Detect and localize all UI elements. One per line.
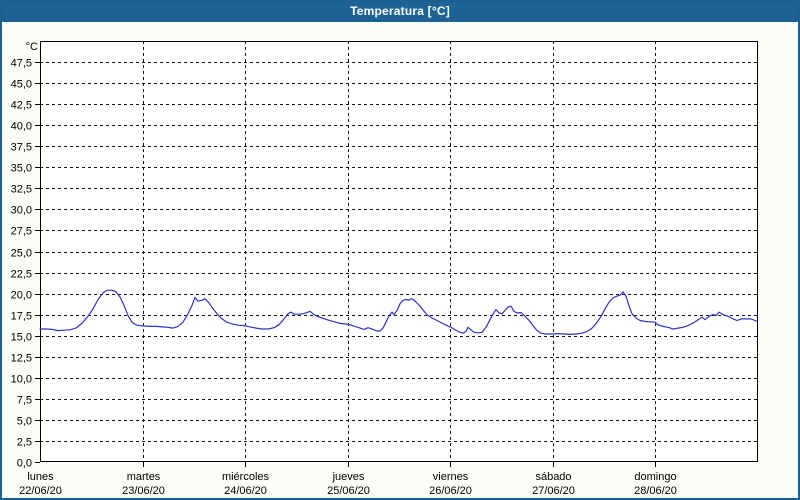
y-tick-label: 32,5 [11,184,32,196]
day-date-label: 26/06/20 [429,485,472,497]
day-name-label: jueves [332,471,365,483]
day-name-label: miércoles [222,471,270,483]
y-tick-label: 2,5 [17,437,32,449]
y-tick-label: 7,5 [17,395,32,407]
y-tick-label: 35,0 [11,163,32,175]
chart-area: 47,5 45,0 42,5 40,0 37,5 35,0 32,5 30,0 27,5 25,0… [2,22,798,498]
y-tick-label: 22,5 [11,269,32,281]
day-date-label: 25/06/20 [327,485,370,497]
y-tick-label: 10,0 [11,374,32,386]
y-tick-label: 17,5 [11,311,32,323]
y-tick-label: 12,5 [11,353,32,365]
y-axis-unit-label: °C [26,41,38,53]
day-date-label: 22/06/20 [19,485,62,497]
y-tick-label: 45,0 [11,79,32,91]
y-tick-label: 47,5 [11,58,32,70]
y-tick-label: 30,0 [11,205,32,217]
day-name-label: lunes [27,471,54,483]
title-bar: Temperatura [°C] [2,2,798,22]
y-tick-label: 5,0 [17,416,32,428]
y-tick-label: 42,5 [11,100,32,112]
window-title: Temperatura [°C] [350,4,450,18]
y-tick-label: 25,0 [11,248,32,260]
day-name-label: domingo [634,471,676,483]
temperature-line [39,289,758,335]
y-tick-label: 0,0 [17,458,32,470]
day-name-label: viernes [433,471,469,483]
plot-border [40,41,758,462]
day-name-label: sábado [535,471,571,483]
plot-background [40,41,758,462]
y-tick-label: 27,5 [11,226,32,238]
day-date-label: 23/06/20 [122,485,165,497]
day-date-label: 28/06/20 [634,485,677,497]
day-date-label: 24/06/20 [224,485,267,497]
temperature-chart: 47,5 45,0 42,5 40,0 37,5 35,0 32,5 30,0 27,5 25,0… [11,41,758,497]
y-tick-label: 20,0 [11,290,32,302]
y-tick-label: 40,0 [11,121,32,133]
y-tick-label: 37,5 [11,142,32,154]
day-date-label: 27/06/20 [532,485,575,497]
y-tick-label: 15,0 [11,332,32,344]
day-name-label: martes [127,471,161,483]
